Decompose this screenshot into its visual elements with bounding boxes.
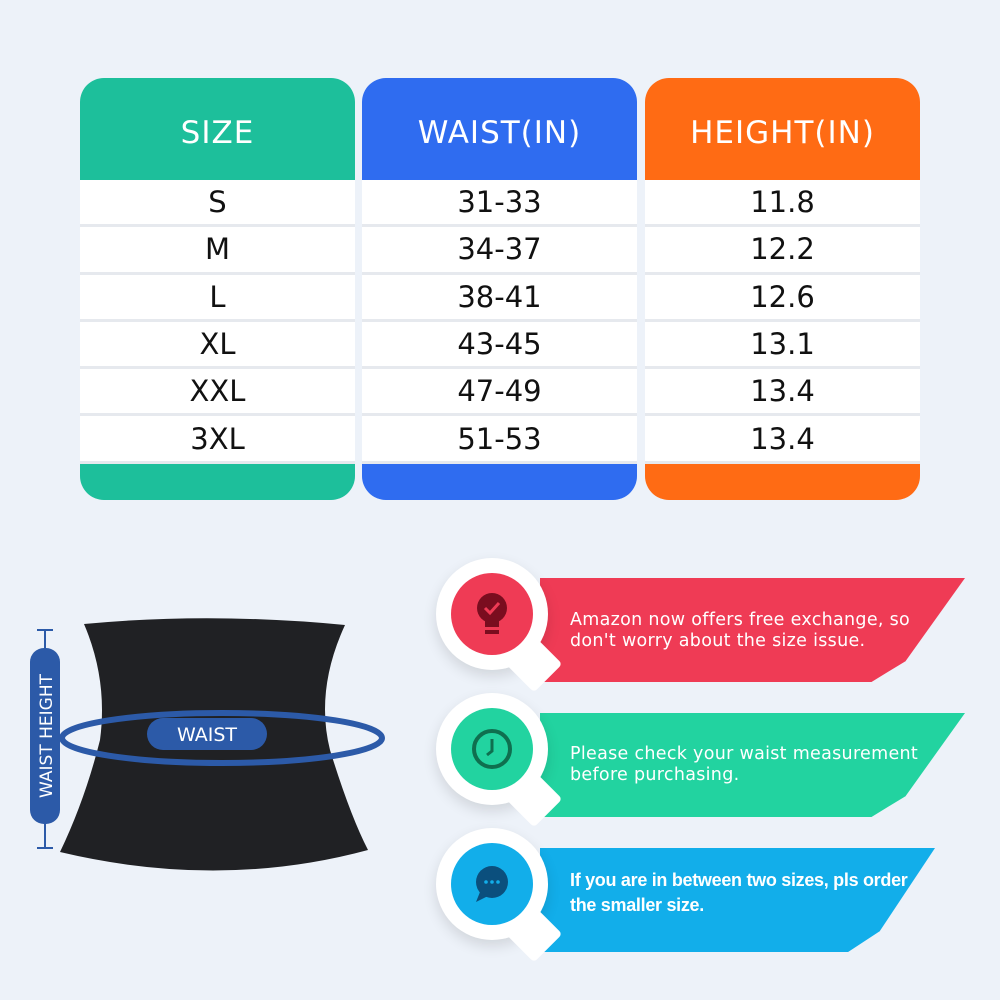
waist-cell: 34-37 [362, 227, 637, 275]
size-header: SIZE [180, 115, 255, 151]
size-cell: M [80, 227, 355, 275]
tip-text-exchange: Amazon now offers free exchange, so don'… [570, 610, 911, 651]
waist-cell: 43-45 [362, 322, 637, 370]
waist-column: WAIST(IN) 31-33 34-37 38-41 43-45 47-49 … [362, 78, 637, 500]
height-cell: 12.2 [645, 227, 920, 275]
height-cell: 13.4 [645, 369, 920, 417]
waist-cell: 31-33 [362, 180, 637, 228]
waist-ring [59, 710, 385, 766]
size-cell: S [80, 180, 355, 228]
tip-banner-exchange [540, 578, 965, 682]
lightbulb-check-icon [451, 573, 533, 655]
tip-banner-size [540, 848, 935, 952]
size-cell: 3XL [80, 416, 355, 464]
tip-text-measure: Please check your waist measurement befo… [570, 744, 919, 785]
tip-banner-measure [540, 713, 965, 817]
waist-height-marker [30, 629, 60, 849]
waist-label: WAIST [177, 724, 237, 746]
height-header: HEIGHT(IN) [690, 115, 875, 151]
tip-text-size: If you are in between two sizes, pls ord… [570, 870, 908, 915]
waist-cell: 47-49 [362, 369, 637, 417]
height-cell: 11.8 [645, 180, 920, 228]
waist-trainer-diagram: WAIST WAIST HEIGHT [30, 618, 385, 871]
waist-cell: 51-53 [362, 416, 637, 464]
height-cell: 13.1 [645, 322, 920, 370]
chat-bubble-icon [451, 843, 533, 925]
clock-icon [451, 708, 533, 790]
height-cell: 13.4 [645, 416, 920, 464]
size-cell: XXL [80, 369, 355, 417]
size-column: SIZE S M L XL XXL 3XL [80, 78, 355, 500]
size-cell: XL [80, 322, 355, 370]
waist-cell: 38-41 [362, 275, 637, 322]
height-column: HEIGHT(IN) 11.8 12.2 12.6 13.1 13.4 13.4 [645, 78, 920, 500]
height-cell: 12.6 [645, 275, 920, 322]
waist-height-label: WAIST HEIGHT [37, 673, 57, 798]
size-cell: L [80, 275, 355, 322]
waist-header: WAIST(IN) [417, 115, 582, 151]
